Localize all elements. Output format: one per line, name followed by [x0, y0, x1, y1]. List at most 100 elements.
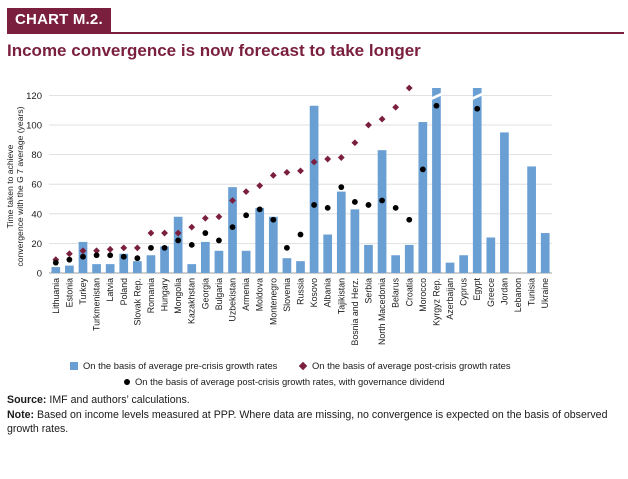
x-category-label: Kosovo — [309, 278, 319, 307]
diamond-marker — [283, 168, 291, 176]
bar-break-mark — [471, 92, 483, 101]
chart-notes: Source: IMF and authors’ calculations. N… — [7, 393, 612, 437]
diamond-marker — [392, 103, 400, 111]
dot-marker — [175, 237, 182, 244]
bar — [432, 88, 441, 273]
note-label: Note: — [7, 408, 35, 421]
dot-marker — [80, 253, 86, 260]
bar — [65, 265, 74, 273]
x-category-label: Ukraine — [540, 278, 550, 308]
y-tick-label: 80 — [31, 150, 42, 161]
x-category-label: Slovenia — [282, 278, 292, 312]
y-tick-label: 40 — [31, 209, 42, 220]
x-category-label: Egypt — [472, 277, 482, 300]
dot-marker — [66, 256, 73, 263]
diamond-marker — [351, 139, 359, 147]
bar — [364, 244, 373, 273]
legend-diamond-swatch — [298, 361, 308, 370]
bar — [173, 216, 183, 273]
diamond-marker — [242, 188, 250, 195]
dot-marker — [419, 166, 426, 173]
chart-number-badge: CHART M.2. — [7, 8, 111, 32]
dot-marker — [216, 237, 222, 244]
x-category-label: Russia — [296, 278, 306, 305]
dot-marker — [52, 259, 59, 266]
dot-marker — [406, 216, 413, 223]
x-category-label: Lithuania — [51, 278, 61, 314]
x-category-label: Estonia — [64, 278, 74, 307]
diamond-marker — [79, 247, 87, 255]
x-category-label: Kazakhstan — [187, 278, 197, 324]
diamond-marker — [188, 223, 196, 231]
source-line: Source: IMF and authors’ calculations. — [7, 393, 612, 408]
bar — [500, 132, 509, 273]
bar — [445, 262, 455, 273]
diamond-marker — [120, 244, 128, 252]
x-category-label: North Macedonia — [377, 278, 387, 345]
x-category-label: Jordan — [499, 278, 509, 305]
x-category-label: Poland — [119, 278, 129, 305]
x-category-label: Turkmenistan — [92, 278, 102, 331]
y-tick-label: 0 — [37, 269, 42, 280]
bar — [92, 264, 101, 273]
diamond-marker — [256, 182, 264, 190]
dot-marker — [188, 241, 195, 248]
diamond-marker — [65, 250, 73, 258]
x-category-label: Albania — [323, 278, 333, 307]
bar — [268, 216, 278, 273]
diamond-marker — [365, 121, 372, 129]
bar — [241, 250, 251, 273]
diamond-marker — [201, 214, 209, 222]
x-category-label: Romania — [146, 278, 156, 313]
dot-marker — [270, 216, 277, 223]
legend-dot-swatch — [124, 378, 130, 385]
bar — [459, 255, 468, 273]
bar — [133, 261, 142, 273]
dot-marker — [284, 244, 290, 251]
dot-marker — [93, 252, 100, 259]
diamond-marker — [297, 167, 304, 175]
legend-item-post-crisis: On the basis of average post-crisis grow… — [298, 360, 511, 371]
diamond-marker — [147, 229, 155, 237]
x-category-label: Morocco — [418, 278, 428, 312]
bar — [255, 207, 265, 273]
x-category-label: Bulgaria — [214, 278, 224, 310]
x-category-label: Cyprus — [459, 277, 469, 305]
dot-marker — [161, 244, 168, 251]
bar — [51, 267, 61, 273]
x-category-label: Montenegro — [268, 278, 278, 325]
x-category-label: Mongolia — [173, 278, 183, 314]
bar — [119, 253, 129, 273]
dot-marker — [243, 212, 250, 219]
x-category-label: Greece — [486, 278, 496, 307]
bar-break-mark — [431, 92, 442, 101]
bar — [377, 150, 387, 273]
bar — [160, 246, 169, 273]
diamond-marker — [378, 115, 386, 123]
bar — [214, 250, 224, 273]
x-category-label: Belarus — [391, 277, 401, 307]
diamond-marker — [324, 155, 332, 163]
x-category-label: Croatia — [404, 278, 414, 306]
dot-marker — [365, 202, 372, 208]
x-category-label: Armenia — [241, 278, 251, 311]
dot-marker — [392, 204, 399, 211]
legend-item-governance: On the basis of average post-crisis grow… — [124, 376, 445, 387]
y-tick-label: 100 — [26, 121, 42, 132]
legend-item-pre-crisis: On the basis of average pre-crisis growt… — [70, 360, 277, 371]
dot-marker — [338, 184, 345, 191]
legend-label-post-crisis: On the basis of average post-crisis grow… — [312, 360, 511, 371]
x-category-label: Latvia — [105, 278, 115, 302]
diamond-marker — [215, 213, 223, 221]
x-category-label: Uzbekistan — [228, 278, 238, 322]
x-category-label: Tunisia — [527, 278, 537, 306]
note-text: Based on income levels measured at PPP. … — [7, 408, 608, 436]
diamond-marker — [269, 171, 277, 179]
dot-marker — [324, 204, 331, 211]
legend-bar-swatch — [70, 361, 78, 370]
x-category-label: Lebanon — [513, 278, 523, 312]
source-label: Source: — [7, 394, 47, 406]
bar — [391, 255, 401, 273]
bar — [200, 241, 210, 273]
